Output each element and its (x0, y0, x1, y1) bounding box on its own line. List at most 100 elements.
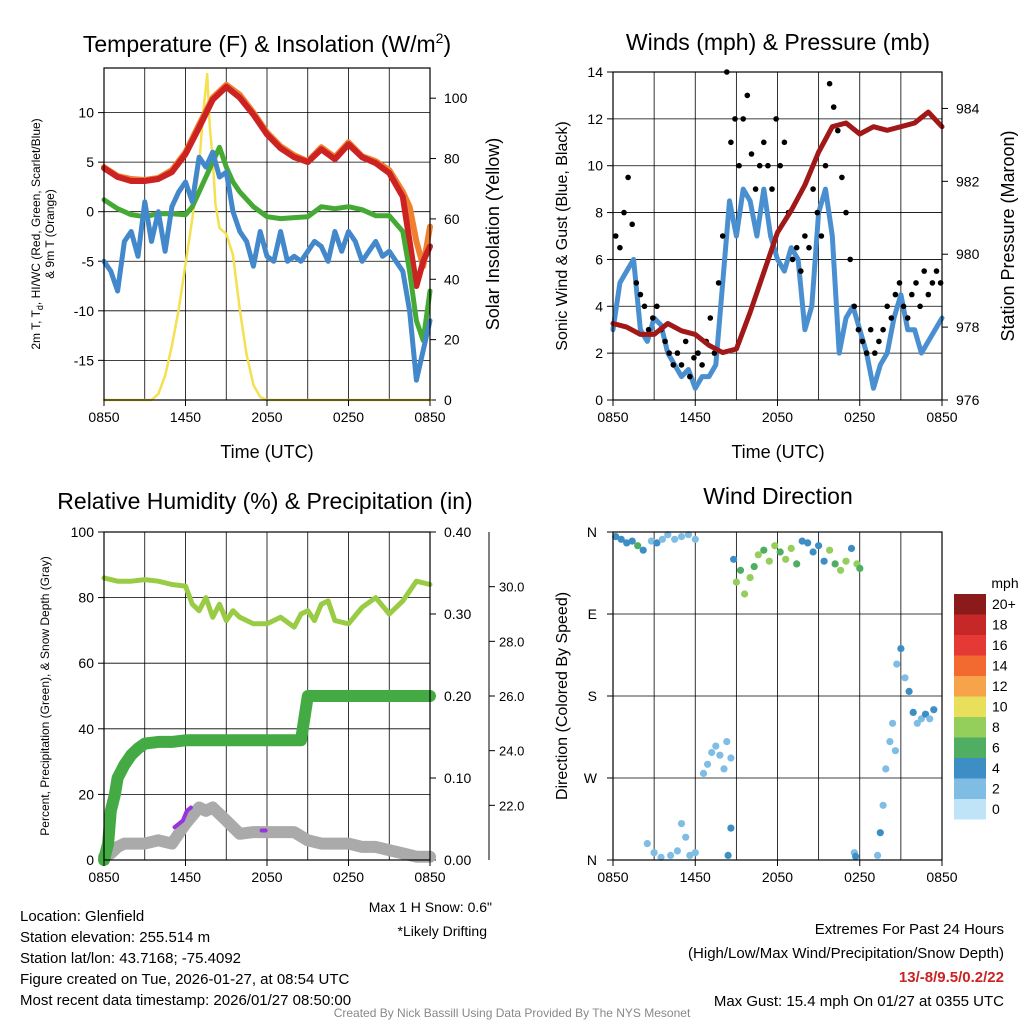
max-gust-text: Max Gust: 15.4 mph On 01/27 at 0355 UTC (713, 993, 1004, 1010)
gust-point (744, 92, 751, 99)
snow-tick-label: 30.0 (499, 580, 524, 595)
gust-point (621, 209, 627, 216)
y2-tick-label: 20 (444, 332, 460, 348)
direction-point (874, 851, 882, 860)
temp-x-label: Time (UTC) (220, 442, 313, 462)
precip-tick-label: 0.20 (444, 688, 471, 704)
gust-point (773, 116, 779, 122)
x-tick-label: 0250 (333, 869, 364, 885)
direction-point (891, 747, 900, 755)
direction-point (667, 851, 675, 860)
direction-point (712, 742, 720, 750)
direction-point (921, 710, 930, 718)
x-tick-label: 2050 (762, 409, 793, 425)
precip-tick-label: 0.10 (444, 770, 471, 786)
location-text: Location: Glenfield (20, 908, 145, 925)
direction-point (657, 853, 665, 861)
legend-swatch (954, 635, 986, 656)
x-tick-label: 2050 (251, 409, 282, 425)
extremes-values: 13/-8/9.5/0.2/22 (898, 969, 1004, 986)
latlon-text: Station lat/lon: 43.7168; -75.4092 (20, 950, 242, 967)
gust-point (826, 80, 833, 87)
x-tick-label: 1450 (680, 409, 711, 425)
wind-x-label: Time (UTC) (731, 442, 824, 462)
direction-point (879, 801, 887, 809)
direction-point (882, 765, 890, 773)
direction-point (930, 706, 938, 714)
x-tick-label: 1450 (170, 409, 201, 425)
gust-point (851, 303, 858, 310)
dir-tick-label: N (587, 524, 597, 540)
x-tick-label: 0850 (597, 869, 628, 885)
direction-point (856, 564, 864, 573)
gust-point (847, 256, 853, 263)
legend-title: mph (991, 575, 1018, 591)
direction-point (787, 544, 795, 553)
precip-tick-label: 0.30 (444, 606, 471, 622)
legend-label: 14 (992, 658, 1008, 674)
gust-point (802, 233, 808, 239)
x-tick-label: 0850 (414, 869, 445, 885)
legend-swatch (954, 655, 986, 676)
direction-point (793, 560, 801, 568)
direction-point (658, 535, 667, 543)
recent-data-text: Most recent data timestamp: 2026/01/27 0… (20, 992, 352, 1009)
legend-label: 10 (992, 699, 1008, 715)
snow-depth-line (98, 801, 436, 863)
direction-point (889, 719, 897, 727)
legend-label: 18 (992, 617, 1008, 633)
gust-point (822, 162, 829, 169)
gust-point (752, 186, 759, 192)
direction-point (776, 548, 784, 556)
x-tick-label: 1450 (680, 869, 711, 885)
direction-point (682, 833, 690, 841)
legend-swatch (954, 676, 986, 697)
direction-point (699, 769, 708, 778)
y2-tick-label: 0 (444, 392, 452, 408)
direction-point (782, 555, 790, 563)
direction-point (909, 708, 917, 717)
y-tick-label: 4 (595, 298, 603, 314)
precip-line (98, 690, 436, 866)
extremes-title: Extremes For Past 24 Hours (814, 921, 1004, 938)
gust-point (699, 362, 705, 368)
gust-point (933, 268, 940, 274)
gust-point (867, 326, 874, 333)
y-tick-label: 6 (595, 251, 603, 267)
gust-point (617, 244, 623, 251)
gust-point (674, 350, 681, 356)
legend-swatch (954, 594, 986, 615)
x-tick-label: 0250 (844, 409, 875, 425)
snow-tick-label: 22.0 (499, 798, 524, 813)
gust-point (904, 315, 911, 321)
y2-tick-label: 982 (956, 173, 980, 189)
temp-chart-title: Temperature (F) & Insolation (W/m2) (83, 30, 451, 57)
direction-point (647, 537, 656, 545)
gust-point (625, 174, 631, 181)
direction-point (771, 542, 779, 550)
snow-tick-label: 28.0 (499, 634, 524, 649)
gust-point (839, 174, 845, 181)
x-tick-label: 0850 (926, 869, 957, 885)
extremes-subtitle: (High/Low/Max Wind/Precipitation/Snow De… (688, 945, 1004, 962)
gust-point (777, 162, 783, 169)
direction-point (926, 715, 934, 723)
direction-point (623, 539, 631, 547)
direction-point (691, 535, 699, 543)
y-tick-label: 20 (78, 786, 94, 802)
precip-tick-label: 0.00 (444, 852, 471, 868)
y-tick-label: 10 (78, 105, 94, 121)
windchill-line (101, 149, 433, 383)
legend-label: 20+ (992, 596, 1016, 612)
extremes-panel: Extremes For Past 24 Hours (High/Low/Max… (688, 918, 1004, 1014)
y-tick-label: 40 (78, 721, 94, 737)
gust-point (876, 338, 882, 345)
gust-point (633, 280, 640, 286)
y2-tick-label: 100 (444, 90, 468, 106)
legend-label: 4 (992, 760, 1000, 776)
gust-point (736, 162, 742, 169)
direction-point (634, 542, 642, 550)
x-tick-label: 0850 (926, 409, 957, 425)
direction-point (765, 557, 773, 565)
direction-point (617, 535, 625, 543)
